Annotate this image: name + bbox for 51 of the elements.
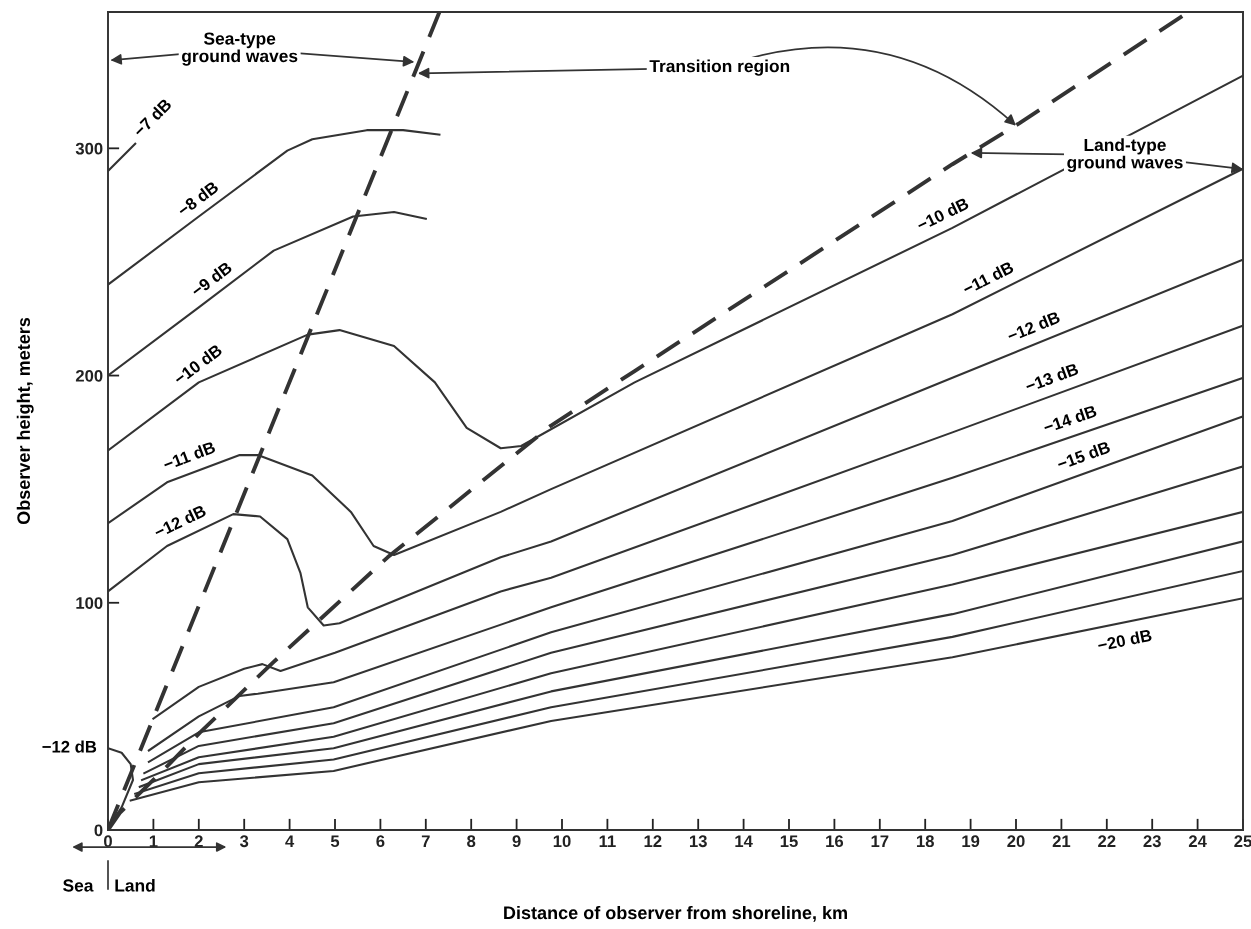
x-tick-label: 21 (1052, 835, 1071, 847)
text: −8 dB (176, 180, 220, 217)
x-tick-label: 3 (239, 835, 249, 848)
x-tick-label: 1 (149, 835, 158, 847)
y-tick-label: 200 (75, 369, 103, 382)
x-tick-label: 24 (1188, 835, 1207, 847)
x-tick-label: 13 (689, 835, 707, 848)
x-tick-label: 15 (780, 835, 798, 848)
x-tick-label: 25 (1234, 835, 1251, 848)
x-tick-label: 10 (553, 835, 571, 848)
x-tick-label: 9 (512, 835, 521, 848)
text: Land (115, 878, 155, 892)
y-tick-label: 300 (75, 142, 103, 155)
x-tick-label: 22 (1098, 835, 1116, 847)
text: −20 dB (1097, 628, 1153, 652)
x-tick-label: 12 (644, 835, 662, 847)
y-tick-label: 100 (76, 597, 103, 609)
text: −11 dB (964, 261, 1015, 291)
x-tick-label: 8 (467, 835, 476, 848)
y-axis-title: Observer height, meters (16, 317, 34, 525)
x-tick-label: 5 (330, 835, 340, 848)
x-tick-label: 20 (1007, 835, 1025, 848)
text: −12 dB (155, 504, 207, 535)
x-tick-label: 7 (421, 835, 430, 847)
text: Sea (63, 879, 94, 892)
x-tick-label: 16 (826, 835, 844, 848)
text: −9 dB (190, 260, 233, 298)
x-tick-label: 2 (194, 835, 203, 847)
annotation: Transition region (649, 59, 790, 76)
x-tick-label: 14 (735, 835, 753, 847)
x-tick-label: 6 (376, 835, 385, 848)
text: −12 dB (1006, 310, 1061, 343)
x-tick-label: 0 (104, 835, 112, 848)
series-label: −12 dB (42, 740, 97, 753)
text: −10 dB (915, 196, 970, 232)
x-tick-label: 23 (1143, 835, 1161, 848)
y-tick-label: 0 (94, 824, 103, 837)
x-tick-label: 4 (285, 835, 295, 847)
text: −7 dB (132, 97, 173, 138)
text: −14 dB (1042, 404, 1098, 434)
x-tick-label: 18 (916, 835, 934, 848)
annotation: Sea-type ground waves (182, 32, 298, 66)
text: −13 dB (1024, 362, 1080, 393)
x-tick-label: 11 (599, 835, 616, 847)
annotation: Land-type ground waves (1067, 138, 1183, 172)
x-tick-label: 19 (962, 835, 980, 848)
text: −11 dB (162, 440, 216, 471)
x-axis-title: Distance of observer from shoreline, km (504, 905, 847, 922)
text: −15 dB (1056, 440, 1111, 471)
x-tick-label: 17 (871, 835, 889, 847)
text: −10 dB (176, 343, 223, 382)
